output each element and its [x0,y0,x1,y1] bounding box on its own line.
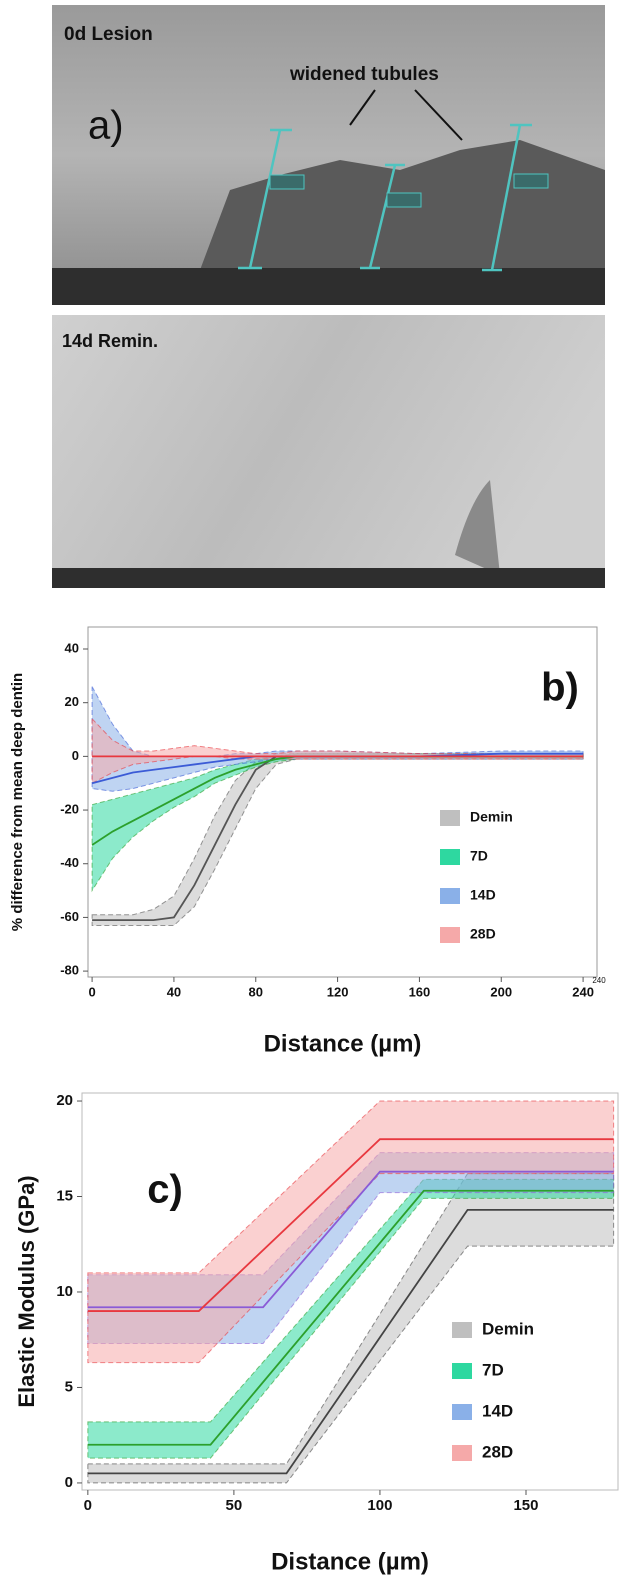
substrate [52,568,605,588]
y-tick-label: 5 [65,1378,73,1395]
shadow [455,480,500,575]
legend-label: 14D [482,1401,513,1420]
y-axis-label: Elastic Modulus (GPa) [14,1175,39,1407]
image-title: 14d Remin. [62,331,158,351]
y-axis-label: % difference from mean deep dentin [9,673,26,931]
legend-swatch [440,927,460,943]
image-title: 0d Lesion [64,24,153,45]
legend-swatch [440,810,460,826]
band [91,717,584,785]
band [91,753,584,893]
chart: 0 5 10 15 20 0 50 100 150 Elastic Modulus (GPa) Di… [14,1092,619,1575]
panel-a: 0d Lesion widened tubules a) 14d Remin. [52,5,605,588]
panel-label: c) [147,1168,183,1212]
y-tick-label: 20 [56,1092,73,1109]
x-tick-label: 40 [167,984,181,999]
y-tick-label: -60 [60,909,79,924]
legend-swatch [452,1363,472,1379]
x-axis-label: Distance (µm) [264,1030,422,1057]
panel-label: a) [88,104,124,148]
x-tick-label: 120 [327,984,349,999]
legend-swatch [452,1322,472,1338]
y-tick-label: -40 [60,855,79,870]
legend-label: 14D [470,887,496,903]
y-tick-label: 0 [65,1474,73,1491]
substrate [52,268,605,305]
y-tick-label: -80 [60,963,79,978]
legend-label: 7D [482,1360,504,1379]
y-tick-label: 20 [65,694,79,709]
y-tick-label: -20 [60,801,79,816]
x-tick-label: 0 [84,1497,92,1514]
line [87,1170,614,1309]
y-tick-label: 0 [72,748,79,763]
y-tick-label: 40 [65,640,79,655]
legend-label: 7D [470,848,488,864]
legend-label: Demin [470,809,513,825]
band [87,1100,615,1364]
panel-label: b) [541,666,579,710]
annotation-arrows [349,89,463,141]
micrograph-bottom [52,315,605,588]
band [87,1178,615,1459]
axis-end-note: 240 [592,976,606,985]
line [87,1138,614,1312]
line [87,1189,614,1446]
x-tick-label: 240 [572,984,594,999]
legend-swatch [440,888,460,904]
y-tick-label: 10 [56,1283,73,1300]
legend-label: Demin [482,1319,534,1338]
x-tick-label: 200 [490,984,512,999]
x-tick-label: 160 [409,984,431,999]
legend-swatch [440,849,460,865]
legend-swatch [452,1445,472,1461]
annotation: widened tubules [289,64,439,85]
x-tick-label: 150 [513,1497,538,1514]
legend-swatch [452,1404,472,1420]
legend-label: 28D [482,1442,513,1461]
x-tick-label: 50 [226,1497,243,1514]
x-tick-label: 100 [367,1497,392,1514]
legend-label: 28D [470,926,496,942]
x-axis-label: Distance (µm) [271,1548,429,1575]
y-tick-label: 15 [56,1187,73,1204]
x-tick-label: 0 [88,984,95,999]
line [87,1208,614,1475]
x-tick-label: 80 [249,984,263,999]
band [87,1173,615,1484]
